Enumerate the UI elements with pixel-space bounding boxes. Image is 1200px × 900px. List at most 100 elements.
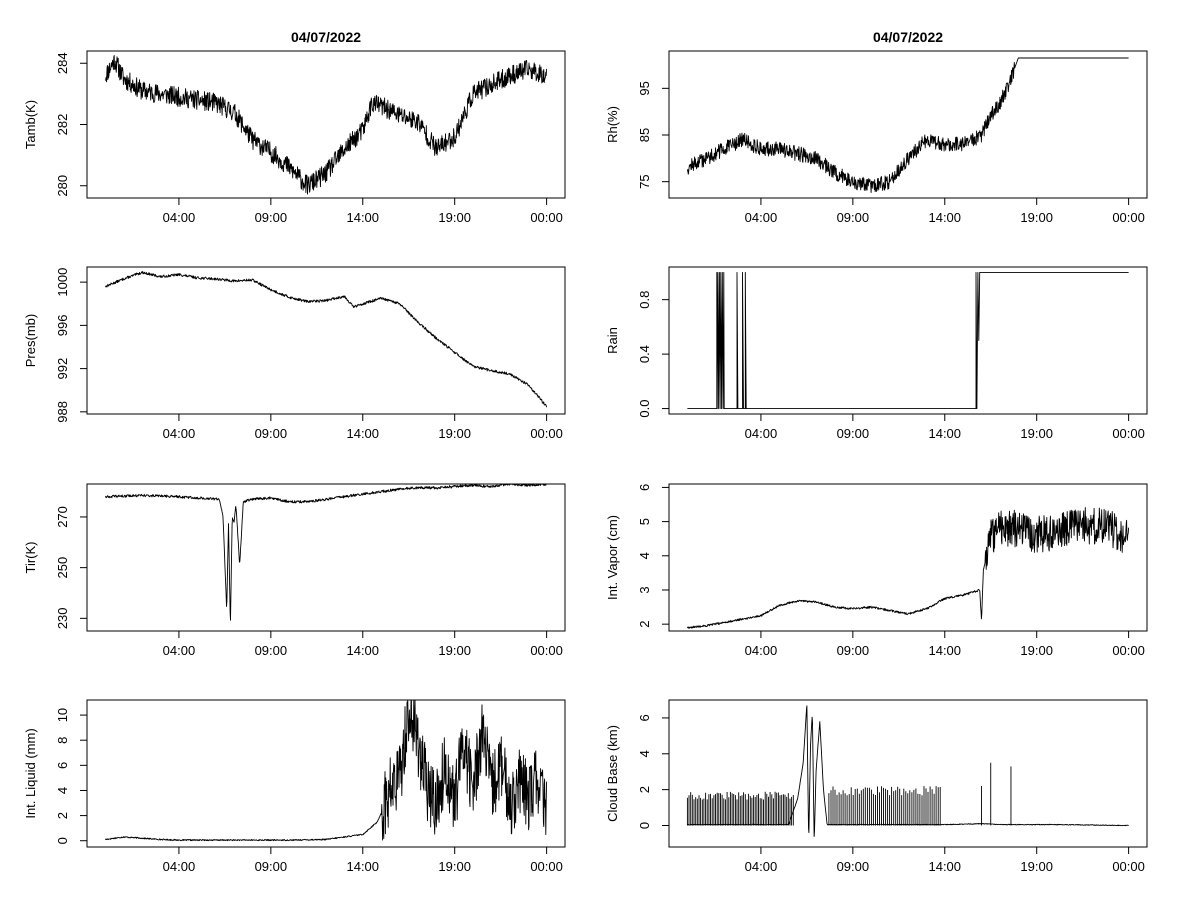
- cloud-x-tick-label: 04:00: [745, 859, 778, 874]
- cloud-y-tick-label: 0: [637, 822, 652, 829]
- tir-y-axis-label: Tir(K): [23, 541, 38, 573]
- pres-x-tick-label: 00:00: [530, 426, 563, 441]
- tir-x-tick-label: 09:00: [255, 643, 288, 658]
- tamb-y-tick-label: 282: [55, 114, 70, 136]
- rh-x-tick-label: 04:00: [745, 210, 778, 225]
- cloud-spike-band: [828, 786, 941, 826]
- rh-y-tick-label: 95: [637, 81, 652, 95]
- rain-x-tick-label: 19:00: [1020, 426, 1053, 441]
- rain-y-axis-label: Rain: [605, 327, 620, 354]
- tir-plot-frame: [86, 483, 566, 632]
- cloud-x-tick-label: 00:00: [1112, 859, 1145, 874]
- cloud-spike-band: [686, 791, 794, 826]
- cloud-y-tick-label: 6: [637, 714, 652, 721]
- tamb-x-tick-label: 09:00: [255, 210, 288, 225]
- liquid-x-tick-label: 00:00: [530, 859, 563, 874]
- tir-y-tick-label: 270: [55, 506, 70, 528]
- pres-y-axis-label: Pres(mb): [23, 314, 38, 367]
- tir-y-tick-label: 250: [55, 557, 70, 579]
- tir-x-tick-label: 00:00: [530, 643, 563, 658]
- rain-series-line: [687, 271, 1129, 410]
- vapor-x-tick-label: 00:00: [1112, 643, 1145, 658]
- liquid-y-axis-label: Int. Liquid (mm): [23, 728, 38, 818]
- vapor-y-tick-label: 2: [637, 621, 652, 628]
- pres-y-tick-label: 1000: [55, 268, 70, 297]
- panel-rain: 04:00 09:00 14:00 19:00 00:00 0.0 0.4 0.8 Rain: [605, 266, 1148, 441]
- rh-y-axis-label: Rh(%): [605, 106, 620, 143]
- tamb-x-tick-label: 19:00: [438, 210, 471, 225]
- rain-x-tick-label: 04:00: [745, 426, 778, 441]
- liquid-x-tick-label: 04:00: [163, 859, 196, 874]
- vapor-y-tick-label: 3: [637, 586, 652, 593]
- rh-x-tick-label: 00:00: [1112, 210, 1145, 225]
- tir-y-tick-label: 230: [55, 607, 70, 629]
- vapor-series-line: [686, 507, 1130, 629]
- cloud-y-axis-label: Cloud Base (km): [605, 725, 620, 822]
- rh-plot-frame: [668, 50, 1148, 199]
- pres-y-tick-label: 992: [55, 358, 70, 380]
- liquid-y-tick-label: 4: [55, 787, 70, 794]
- panel-cloud: 04:00 09:00 14:00 19:00 00:00 0 2 4 6 Cloud Base …: [605, 699, 1148, 874]
- tamb-y-axis-label: Tamb(K): [23, 100, 38, 149]
- pres-x-tick-label: 04:00: [163, 426, 196, 441]
- liquid-plot-frame: [86, 699, 566, 848]
- rh-y-tick-label: 75: [637, 174, 652, 188]
- rain-plot-frame: [668, 266, 1148, 415]
- liquid-series-line: [104, 699, 548, 842]
- liquid-x-tick-label: 14:00: [346, 859, 379, 874]
- vapor-x-tick-label: 09:00: [837, 643, 870, 658]
- cloud-x-tick-label: 09:00: [837, 859, 870, 874]
- panel-tir: 04:00 09:00 14:00 19:00 00:00 230 250 270 Tir(K): [23, 483, 566, 658]
- liquid-y-tick-label: 8: [55, 737, 70, 744]
- pres-series-line: [105, 270, 548, 408]
- tir-x-tick-label: 19:00: [438, 643, 471, 658]
- rh-series-line: [686, 57, 1129, 193]
- cloud-x-tick-label: 14:00: [928, 859, 961, 874]
- tir-series-line: [104, 483, 547, 621]
- cloud-plot-frame: [668, 699, 1148, 848]
- cloud-x-tick-label: 19:00: [1020, 859, 1053, 874]
- rain-y-tick-label: 0.4: [637, 345, 652, 363]
- liquid-y-tick-label: 10: [55, 708, 70, 722]
- pres-x-tick-label: 19:00: [438, 426, 471, 441]
- vapor-x-tick-label: 19:00: [1020, 643, 1053, 658]
- liquid-y-tick-label: 6: [55, 762, 70, 769]
- left-column-title: 04/07/2022: [291, 29, 361, 45]
- rh-x-tick-label: 19:00: [1020, 210, 1053, 225]
- rain-y-tick-label: 0.8: [637, 291, 652, 309]
- liquid-x-tick-label: 09:00: [255, 859, 288, 874]
- pres-y-tick-label: 988: [55, 401, 70, 423]
- vapor-y-tick-label: 5: [637, 518, 652, 525]
- liquid-y-tick-label: 2: [55, 812, 70, 819]
- vapor-y-tick-label: 4: [637, 552, 652, 559]
- pres-y-tick-label: 996: [55, 315, 70, 337]
- tir-x-tick-label: 14:00: [346, 643, 379, 658]
- panel-liquid: 04:00 09:00 14:00 19:00 00:00 0 2 4 6 8 10 Int. Liq…: [23, 699, 566, 874]
- panel-vapor: 04:00 09:00 14:00 19:00 00:00 2 3 4 5 6 Int. Vapor…: [605, 483, 1148, 658]
- tamb-series-line: [104, 55, 548, 195]
- tamb-x-tick-label: 14:00: [346, 210, 379, 225]
- rain-x-tick-label: 00:00: [1112, 426, 1145, 441]
- rh-x-tick-label: 14:00: [928, 210, 961, 225]
- pres-plot-frame: [86, 266, 566, 415]
- rain-x-tick-label: 09:00: [837, 426, 870, 441]
- tamb-y-tick-label: 284: [55, 52, 70, 74]
- pres-x-tick-label: 14:00: [346, 426, 379, 441]
- panel-pres: 04:00 09:00 14:00 19:00 00:00 988 992 996 1000 Pr…: [23, 266, 566, 441]
- panel-rh: 04:00 09:00 14:00 19:00 00:00 75 85 95 Rh(%): [605, 50, 1148, 225]
- vapor-plot-frame: [668, 483, 1148, 632]
- vapor-y-axis-label: Int. Vapor (cm): [605, 515, 620, 600]
- tir-x-tick-label: 04:00: [163, 643, 196, 658]
- rain-x-tick-label: 14:00: [928, 426, 961, 441]
- rain-y-tick-label: 0.0: [637, 400, 652, 418]
- cloud-y-tick-label: 4: [637, 750, 652, 757]
- liquid-y-tick-label: 0: [55, 837, 70, 844]
- tamb-y-tick-label: 280: [55, 175, 70, 197]
- rh-y-tick-label: 85: [637, 128, 652, 142]
- liquid-x-tick-label: 19:00: [438, 859, 471, 874]
- pres-x-tick-label: 09:00: [255, 426, 288, 441]
- vapor-y-tick-label: 6: [637, 484, 652, 491]
- tamb-x-tick-label: 00:00: [530, 210, 563, 225]
